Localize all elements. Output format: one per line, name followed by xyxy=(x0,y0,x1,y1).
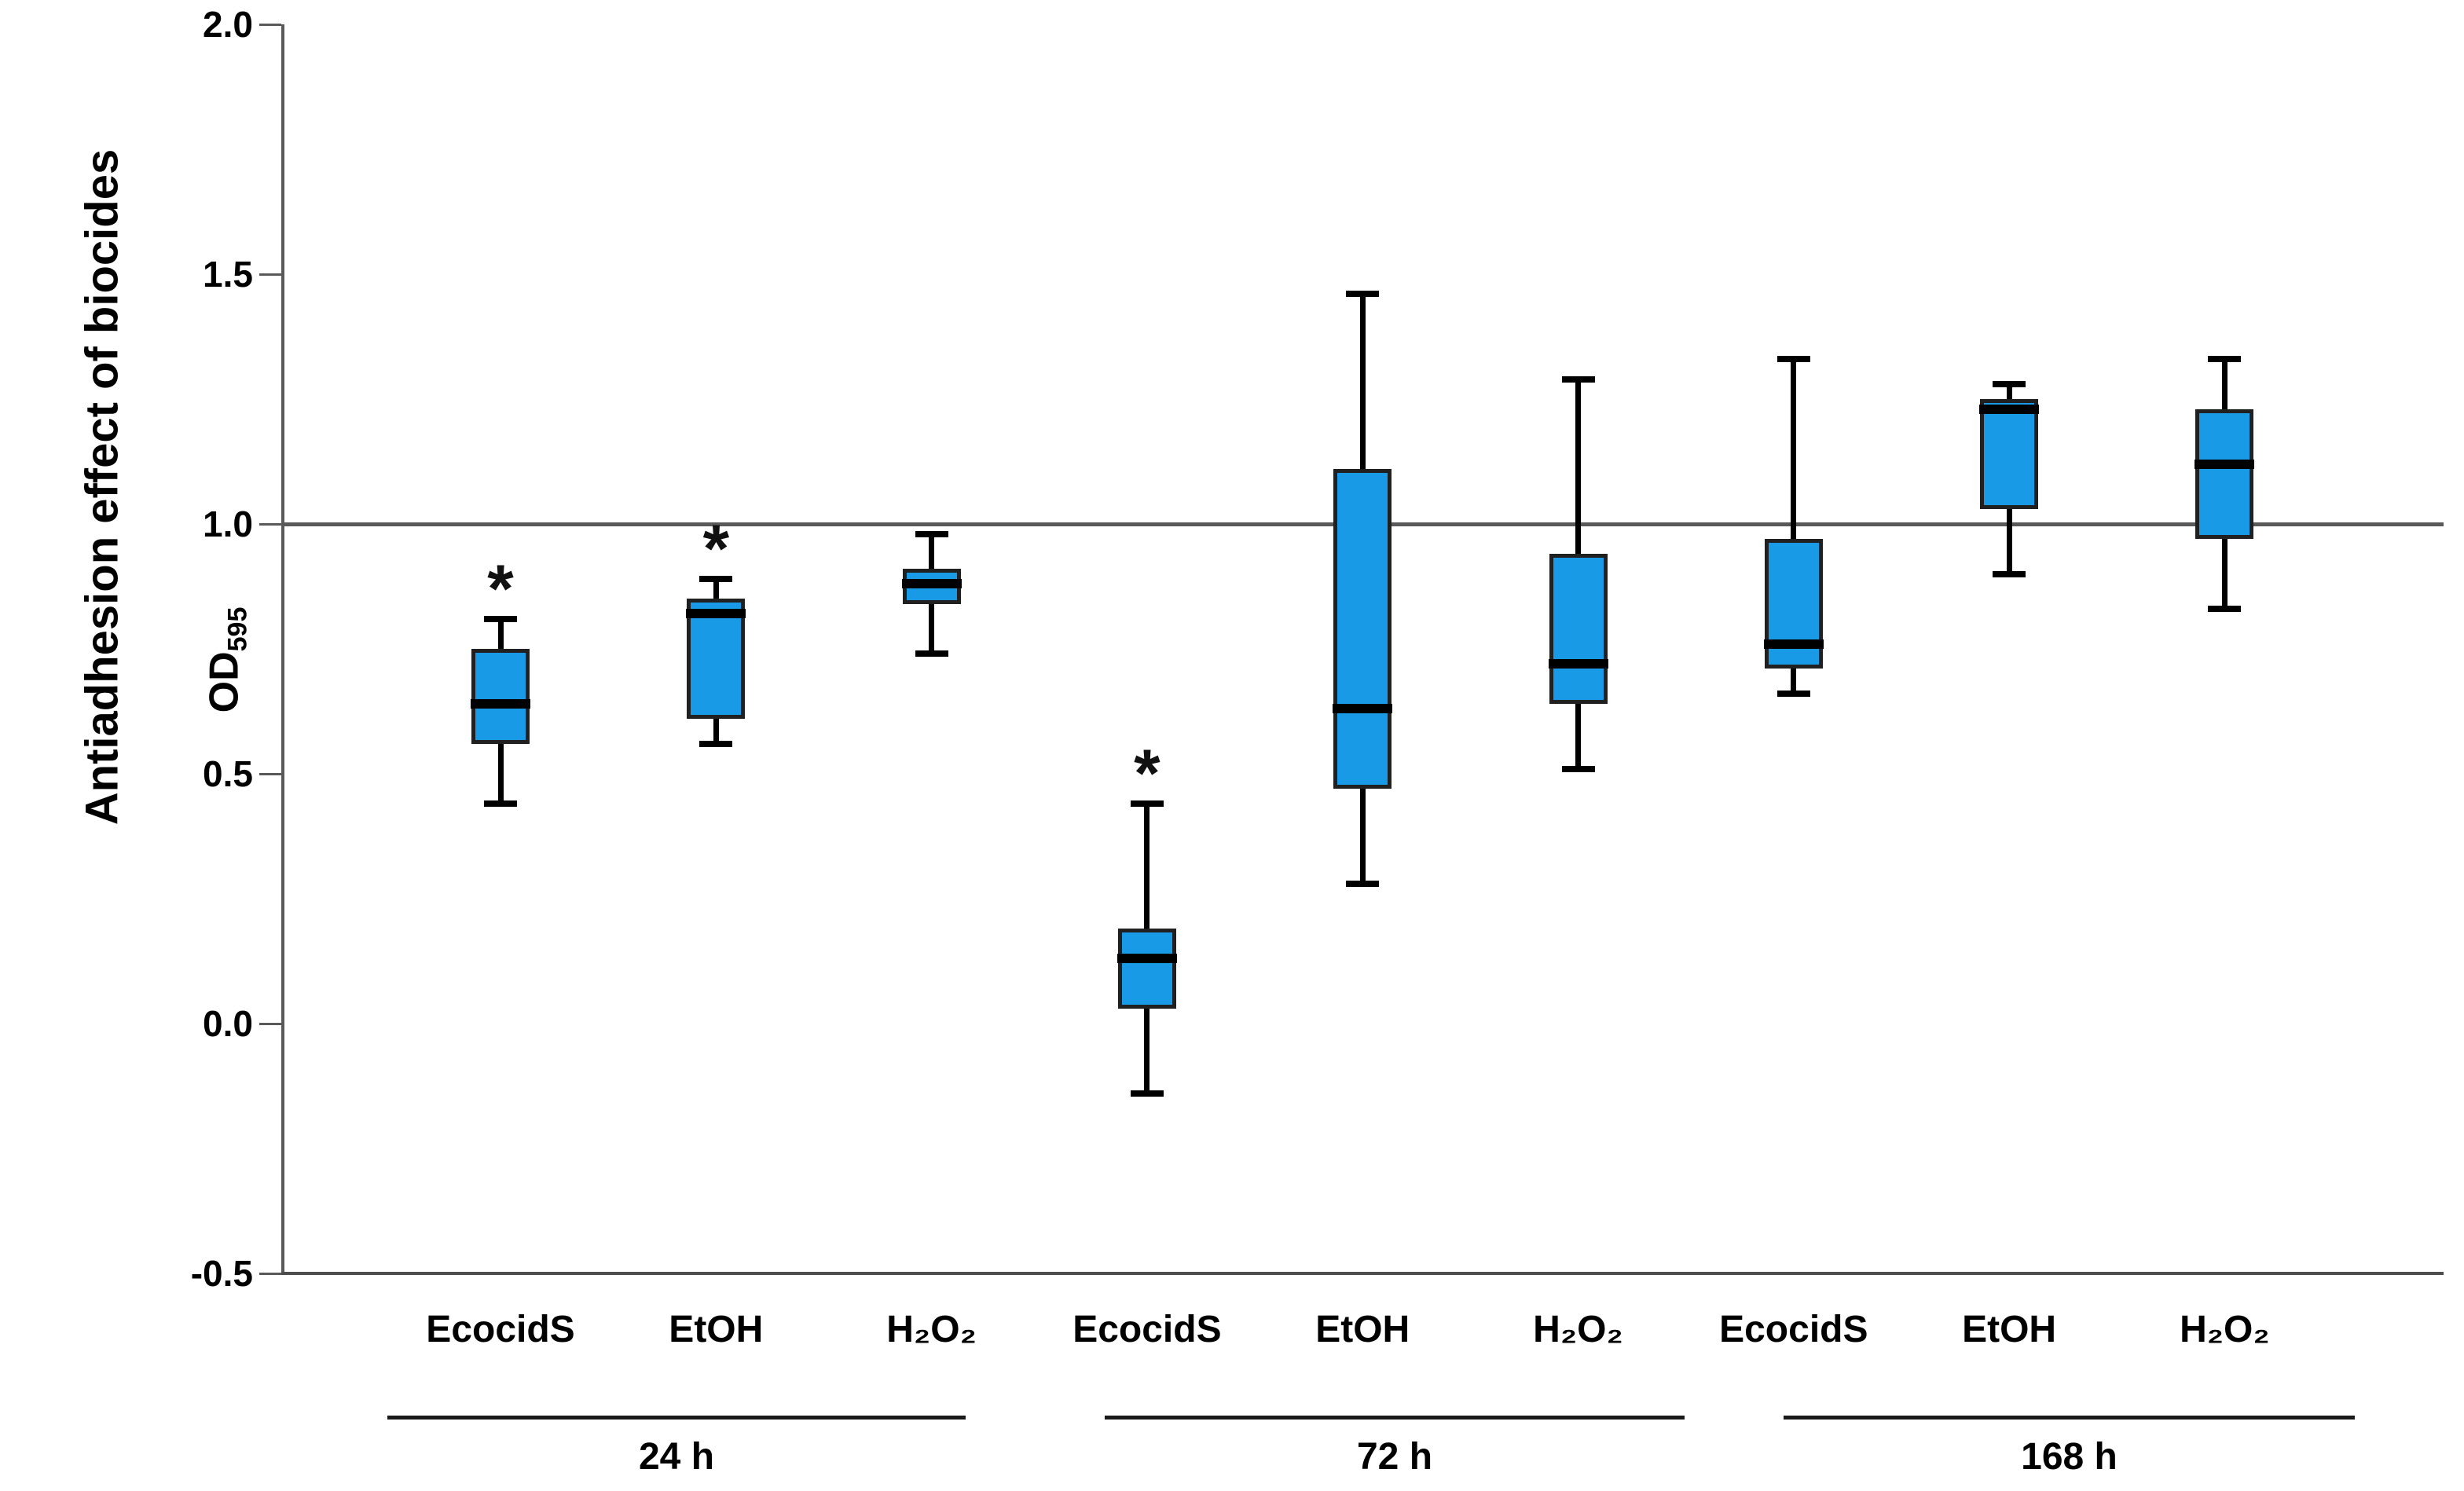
y-axis-line xyxy=(281,24,284,1273)
y-tick-label: 1.5 xyxy=(203,254,253,295)
y-tick-label: 2.0 xyxy=(203,4,253,45)
box-72h-ecocids xyxy=(1117,929,1176,1009)
median-line-24h-ecocids xyxy=(471,698,530,709)
y-tick-mark xyxy=(259,273,281,276)
median-line-72h-etoh xyxy=(1333,704,1393,714)
category-label-72h-h2o2: H₂O₂ xyxy=(1533,1309,1623,1350)
whisker-cap-bottom-168h-h2o2 xyxy=(2208,606,2242,613)
significance-asterisk-24h-ecocids: * xyxy=(487,551,514,627)
y-tick-label: 1.0 xyxy=(203,504,253,544)
whisker-stem-168h-ecocids xyxy=(1791,359,1797,694)
category-label-24h-etoh: EtOH xyxy=(669,1309,764,1350)
median-line-168h-h2o2 xyxy=(2194,459,2255,469)
whisker-cap-top-168h-h2o2 xyxy=(2208,356,2242,363)
whisker-cap-bottom-24h-ecocids xyxy=(484,800,517,808)
group-label-24h: 24 h xyxy=(638,1436,715,1478)
whisker-cap-top-24h-h2o2 xyxy=(915,530,948,537)
whisker-cap-bottom-24h-etoh xyxy=(699,740,733,747)
category-label-24h-ecocids: EcocidS xyxy=(426,1309,575,1350)
whisker-cap-bottom-72h-ecocids xyxy=(1130,1090,1164,1097)
y-tick-label: 0.5 xyxy=(203,753,253,794)
box-168h-h2o2 xyxy=(2195,408,2254,540)
group-label-72h: 72 h xyxy=(1356,1436,1433,1478)
whisker-cap-top-72h-ecocids xyxy=(1130,800,1164,808)
whisker-cap-bottom-168h-etoh xyxy=(1993,570,2026,577)
whisker-cap-bottom-24h-h2o2 xyxy=(915,650,948,658)
whisker-cap-top-72h-etoh xyxy=(1346,291,1380,298)
y-tick-mark xyxy=(259,1023,281,1025)
group-underline-72h xyxy=(1105,1416,1685,1420)
median-line-72h-h2o2 xyxy=(1548,659,1608,669)
box-72h-etoh xyxy=(1333,469,1392,789)
box-24h-ecocids xyxy=(471,649,530,744)
category-label-168h-h2o2: H₂O₂ xyxy=(2180,1309,2270,1350)
whisker-cap-top-168h-etoh xyxy=(1993,380,2026,387)
category-label-24h-h2o2: H₂O₂ xyxy=(886,1309,977,1350)
median-line-24h-etoh xyxy=(686,609,746,619)
group-label-168h: 168 h xyxy=(2021,1436,2118,1478)
category-label-72h-etoh: EtOH xyxy=(1315,1309,1410,1350)
median-line-168h-ecocids xyxy=(1763,639,1824,649)
whisker-cap-top-24h-etoh xyxy=(699,575,733,582)
whisker-cap-bottom-72h-h2o2 xyxy=(1561,765,1595,772)
whisker-cap-bottom-168h-ecocids xyxy=(1776,691,1810,698)
y-tick-mark xyxy=(259,24,281,26)
box-24h-etoh xyxy=(687,599,746,720)
box-168h-ecocids xyxy=(1764,539,1823,669)
significance-asterisk-24h-etoh: * xyxy=(702,511,730,587)
whisker-cap-top-24h-ecocids xyxy=(484,615,517,622)
whisker-cap-top-168h-ecocids xyxy=(1776,356,1810,363)
median-line-168h-etoh xyxy=(1979,404,2040,414)
y-tick-label: -0.5 xyxy=(190,1253,253,1294)
category-label-72h-ecocids: EcocidS xyxy=(1072,1309,1222,1350)
category-label-168h-etoh: EtOH xyxy=(1962,1309,2057,1350)
group-underline-24h xyxy=(387,1416,966,1420)
median-line-72h-ecocids xyxy=(1116,954,1177,964)
whisker-cap-top-72h-h2o2 xyxy=(1561,375,1595,383)
box-72h-h2o2 xyxy=(1549,554,1608,704)
median-line-24h-h2o2 xyxy=(901,579,962,589)
category-label-168h-ecocids: EcocidS xyxy=(1719,1309,1868,1350)
whisker-cap-bottom-72h-etoh xyxy=(1346,880,1380,887)
y-tick-mark xyxy=(259,523,281,526)
group-underline-168h xyxy=(1784,1416,2355,1420)
box-168h-etoh xyxy=(1980,399,2039,509)
y-tick-label: 0.0 xyxy=(203,1003,253,1044)
x-axis-line xyxy=(281,1272,2444,1275)
y-tick-mark xyxy=(259,773,281,775)
y-tick-mark xyxy=(259,1273,281,1275)
significance-asterisk-72h-ecocids: * xyxy=(1134,736,1160,812)
